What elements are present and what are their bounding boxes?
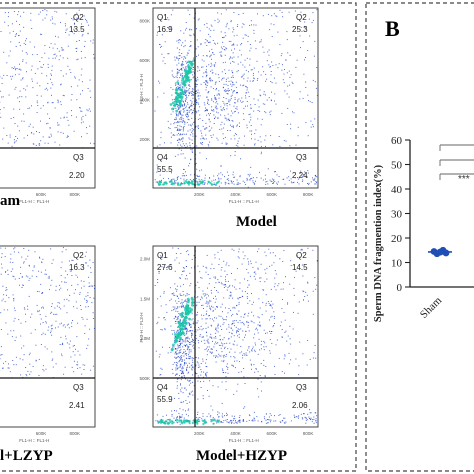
panel-a-border: [0, 2, 357, 472]
flow-plot-model-hzyp: Q1 27.6 Q2 14.5 Q4 55.9 Q3 2.06 200K 400K 600K 800K…: [139, 245, 319, 464]
y-tick-label: 800K: [139, 18, 150, 23]
plot-frame: [152, 245, 319, 428]
x-tick-label: 600K: [36, 431, 47, 436]
y-tick-label: 1.0M: [140, 336, 150, 341]
dense-baseline: [158, 418, 220, 426]
quadrant-label: Q4: [157, 153, 168, 162]
group-title: Model: [236, 214, 277, 230]
quadrant-value: 16.9: [157, 25, 173, 34]
quadrant-value: 55.9: [157, 395, 173, 404]
quadrant-label: Q2: [73, 251, 84, 260]
dense-baseline: [158, 180, 220, 187]
x-axis-label: FL1-H :: FL1-H: [229, 438, 259, 443]
event-dots: [0, 9, 95, 149]
quadrant-value: 2.24: [292, 171, 308, 180]
y-tick-label: 10: [391, 258, 403, 270]
category-label: Sham: [418, 294, 445, 321]
y-axis-label: FL3-H :: FL3-H: [139, 74, 144, 104]
quadrant-value: 25.3: [292, 25, 308, 34]
y-axis-label: Sperm DNA fragmention index(%): [373, 164, 384, 322]
sdf-index-chart: 0 10 20 30 40 50 60 Sperm DNA fragmention index…: [373, 135, 474, 322]
quadrant-label: Q2: [73, 13, 84, 22]
dense-population: [169, 59, 196, 113]
quadrant-label: Q3: [73, 383, 84, 392]
group-title: am: [0, 193, 21, 209]
quadrant-label: Q3: [73, 153, 84, 162]
group-title: Model+HZYP: [196, 448, 287, 464]
flow-plot-model: Q1 16.9 Q2 25.3 Q4 55.5 Q3 2.24 200K 400K 600K 800K…: [139, 7, 319, 230]
quadrant-label: Q3: [296, 383, 307, 392]
quadrant-value: 27.6: [157, 263, 173, 272]
x-tick-label: 800K: [69, 431, 80, 436]
y-tick-label: 400K: [139, 98, 150, 103]
data-point: [437, 248, 445, 256]
panel-b-border: [365, 2, 474, 472]
quadrant-label: Q3: [296, 153, 307, 162]
quadrant-value: 2.06: [292, 401, 308, 410]
x-tick-label: 400K: [230, 192, 241, 197]
quadrant-label: Q4: [157, 383, 168, 392]
y-tick-label: 20: [391, 233, 403, 245]
y-tick-label: 50: [391, 160, 403, 172]
y-tick-label: 60: [391, 135, 403, 147]
x-axis-label: FL1-H :: FL1-H: [19, 438, 49, 443]
x-tick-label: 800K: [69, 192, 80, 197]
dense-population: [170, 296, 195, 352]
x-axis-label: FL1-H :: FL1-H: [19, 199, 49, 204]
x-tick-label: 600K: [267, 192, 278, 197]
y-tick-label: 200K: [139, 137, 150, 142]
significance-label: ***: [458, 174, 470, 185]
x-tick-label: 600K: [36, 192, 47, 197]
x-axis-label: FL1-H :: FL1-H: [229, 199, 259, 204]
quadrant-label: Q2: [296, 251, 307, 260]
x-tick-label: 200K: [194, 192, 205, 197]
quadrant-value: 2.20: [69, 171, 85, 180]
plot-frame: [0, 245, 96, 428]
y-tick-label: 600K: [139, 58, 150, 63]
panel-b-label: B: [385, 16, 400, 41]
quadrant-value: 55.5: [157, 165, 173, 174]
x-tick-label: 800K: [303, 431, 314, 436]
y-tick-label: 1.5M: [140, 296, 150, 301]
quadrant-value: 13.5: [69, 25, 85, 34]
group-title: l+LZYP: [0, 448, 53, 464]
quadrant-value: 16.3: [69, 263, 85, 272]
y-axis-label: FL3-H :: FL3-H: [139, 312, 144, 342]
y-tick-label: 40: [391, 184, 403, 196]
quadrant-label: Q1: [157, 13, 168, 22]
quadrant-label: Q2: [296, 13, 307, 22]
x-tick-label: 800K: [303, 192, 314, 197]
quadrant-value: 2.41: [69, 401, 85, 410]
x-tick-label: 200K: [194, 431, 205, 436]
y-tick-label: 2.0M: [140, 256, 150, 261]
event-dots: [0, 247, 95, 379]
y-tick-label: 500K: [139, 376, 150, 381]
x-tick-label: 400K: [230, 431, 241, 436]
plot-frame: [0, 7, 96, 189]
quadrant-value: 14.5: [292, 263, 308, 272]
y-tick-label: 30: [391, 209, 403, 221]
x-tick-label: 600K: [267, 431, 278, 436]
quadrant-label: Q1: [157, 251, 168, 260]
y-tick-label: 0: [397, 282, 403, 294]
